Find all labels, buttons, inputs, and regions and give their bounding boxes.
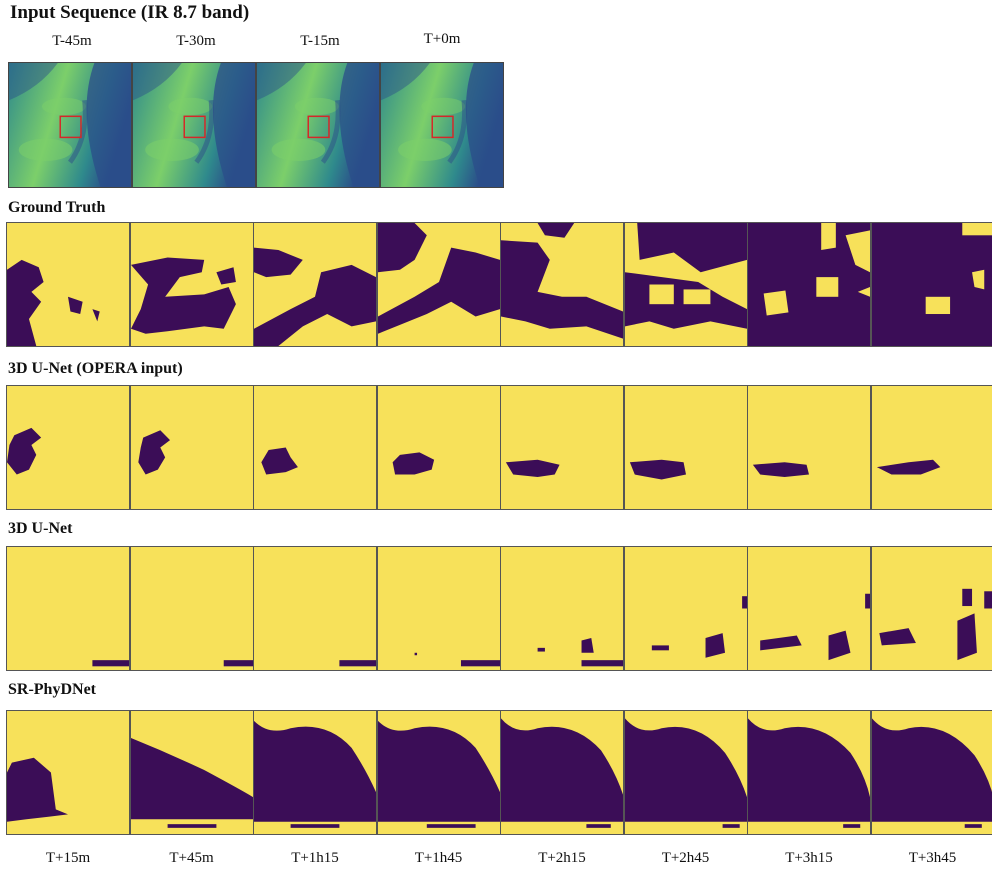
output-time-label: T+45m bbox=[169, 850, 214, 866]
ground-truth-mask bbox=[500, 222, 624, 347]
sr-phydnet-mask bbox=[500, 710, 624, 835]
ground-truth-mask bbox=[6, 222, 130, 347]
unet-mask bbox=[870, 546, 992, 671]
unet-opera-mask bbox=[870, 385, 992, 510]
output-time-label: T+15m bbox=[45, 850, 91, 866]
ground-truth-mask bbox=[376, 222, 501, 347]
output-time-label: T+1h15 bbox=[291, 850, 339, 866]
satellite-frame bbox=[8, 62, 132, 188]
sr-phydnet-mask bbox=[623, 710, 748, 835]
output-time-label: T+3h15 bbox=[785, 850, 833, 866]
input-label: T-45m bbox=[52, 33, 92, 49]
ground-truth-mask bbox=[870, 222, 992, 347]
unet-mask bbox=[253, 546, 377, 671]
unet-opera-mask bbox=[129, 385, 254, 510]
input-label: T-30m bbox=[176, 33, 216, 49]
section-title-ground-truth: Ground Truth bbox=[8, 199, 106, 216]
unet-mask bbox=[6, 546, 130, 671]
sr-phydnet-mask bbox=[6, 710, 130, 835]
unet-mask bbox=[500, 546, 624, 671]
sr-phydnet-mask bbox=[747, 710, 871, 835]
section-title-sr-phydnet: SR-PhyDNet bbox=[8, 681, 96, 698]
unet-opera-mask bbox=[623, 385, 748, 510]
ground-truth-mask bbox=[129, 222, 254, 347]
section-title-3d-unet-opera: 3D U-Net (OPERA input) bbox=[8, 360, 183, 377]
unet-mask bbox=[376, 546, 501, 671]
output-time-label: T+2h15 bbox=[538, 850, 586, 866]
input-label: T+0m bbox=[423, 31, 461, 47]
sr-phydnet-mask bbox=[870, 710, 992, 835]
unet-opera-mask bbox=[500, 385, 624, 510]
ground-truth-mask bbox=[253, 222, 377, 347]
unet-opera-mask bbox=[747, 385, 871, 510]
output-time-label: T+3h45 bbox=[908, 850, 957, 866]
figure-title: Input Sequence (IR 8.7 band) bbox=[10, 2, 250, 23]
output-time-label: T+1h45 bbox=[414, 850, 463, 866]
section-title-3d-unet: 3D U-Net bbox=[8, 520, 73, 537]
unet-mask bbox=[623, 546, 748, 671]
unet-opera-mask bbox=[376, 385, 501, 510]
satellite-frame bbox=[132, 62, 256, 188]
sr-phydnet-mask bbox=[129, 710, 254, 835]
sr-phydnet-mask bbox=[253, 710, 377, 835]
unet-opera-mask bbox=[6, 385, 130, 510]
output-time-label: T+2h45 bbox=[661, 850, 710, 866]
unet-mask bbox=[747, 546, 871, 671]
satellite-frame bbox=[256, 62, 380, 188]
unet-mask bbox=[129, 546, 254, 671]
ground-truth-mask bbox=[747, 222, 871, 347]
satellite-frame bbox=[380, 62, 504, 188]
sr-phydnet-mask bbox=[376, 710, 501, 835]
input-label: T-15m bbox=[300, 33, 340, 49]
ground-truth-mask bbox=[623, 222, 748, 347]
unet-opera-mask bbox=[253, 385, 377, 510]
